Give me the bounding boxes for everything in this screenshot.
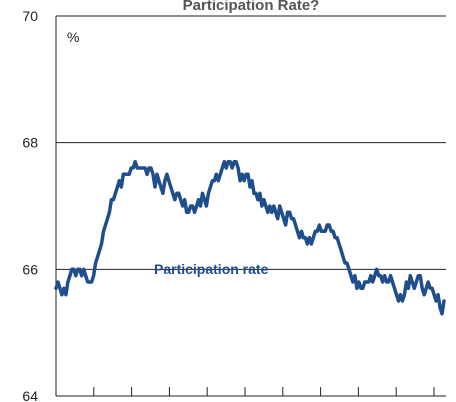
y-tick-labels: 64 66 68 70 (22, 8, 38, 402)
series-label-participation-rate: Participation rate (154, 261, 269, 277)
y-axis-unit-label: % (67, 29, 79, 45)
series-line-participation-rate (54, 159, 446, 316)
series-layer (54, 159, 446, 316)
y-tick-label-66: 66 (22, 261, 38, 277)
x-ticks (93, 387, 435, 396)
y-tick-label-70: 70 (22, 8, 38, 24)
chart-title: Participation Rate? (183, 0, 320, 14)
gridlines (56, 15, 446, 270)
y-tick-label-64: 64 (22, 388, 38, 402)
y-tick-label-68: 68 (22, 135, 38, 151)
